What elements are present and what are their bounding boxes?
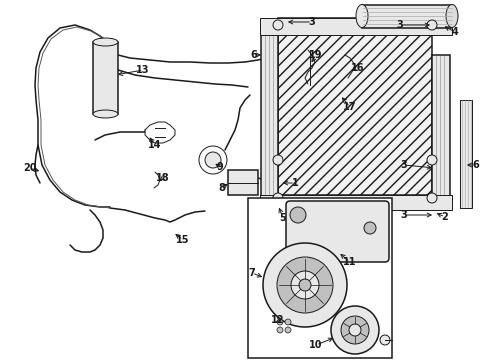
Text: 2: 2: [441, 212, 447, 222]
Circle shape: [348, 324, 360, 336]
Ellipse shape: [355, 4, 367, 27]
Circle shape: [379, 335, 389, 345]
Text: 3: 3: [396, 20, 403, 30]
Bar: [431, 55, 449, 197]
Bar: [459, 100, 471, 208]
Circle shape: [340, 316, 368, 344]
Text: 5: 5: [279, 213, 286, 223]
Circle shape: [285, 319, 290, 325]
Text: 7: 7: [248, 268, 255, 278]
Ellipse shape: [93, 38, 118, 46]
Bar: [260, 195, 451, 210]
Text: 20: 20: [23, 163, 37, 173]
Circle shape: [289, 207, 305, 223]
Circle shape: [290, 271, 318, 299]
Text: 1: 1: [291, 178, 298, 188]
Text: 16: 16: [350, 63, 364, 73]
Text: 3: 3: [308, 17, 315, 27]
Circle shape: [298, 279, 310, 291]
Text: 19: 19: [308, 50, 322, 60]
Circle shape: [272, 20, 283, 30]
Ellipse shape: [445, 4, 457, 27]
Bar: [247, 198, 391, 358]
Text: 6: 6: [472, 160, 478, 170]
Ellipse shape: [93, 110, 118, 118]
Bar: [260, 18, 451, 35]
Circle shape: [426, 20, 436, 30]
Circle shape: [426, 155, 436, 165]
Text: 12: 12: [271, 315, 284, 325]
Bar: [93, 42, 118, 114]
FancyBboxPatch shape: [285, 201, 388, 262]
Circle shape: [285, 327, 290, 333]
Text: 3: 3: [400, 210, 407, 220]
Text: 10: 10: [308, 340, 322, 350]
Circle shape: [272, 193, 283, 203]
Bar: [361, 5, 451, 28]
Circle shape: [276, 327, 283, 333]
Text: 3: 3: [400, 160, 407, 170]
Circle shape: [426, 193, 436, 203]
Circle shape: [263, 243, 346, 327]
Circle shape: [276, 319, 283, 325]
Bar: [261, 20, 278, 197]
Text: 4: 4: [451, 27, 457, 37]
Circle shape: [330, 306, 378, 354]
Text: 8: 8: [218, 183, 225, 193]
Text: 14: 14: [148, 140, 162, 150]
Circle shape: [204, 152, 221, 168]
Text: 6: 6: [250, 50, 257, 60]
Bar: [278, 18, 431, 195]
Bar: [227, 170, 258, 195]
Text: 9: 9: [216, 162, 223, 172]
Circle shape: [272, 155, 283, 165]
Text: 11: 11: [343, 257, 356, 267]
Circle shape: [363, 222, 375, 234]
Text: 15: 15: [176, 235, 189, 245]
Text: 18: 18: [156, 173, 169, 183]
Text: 17: 17: [343, 102, 356, 112]
Text: 13: 13: [136, 65, 149, 75]
Circle shape: [276, 257, 332, 313]
